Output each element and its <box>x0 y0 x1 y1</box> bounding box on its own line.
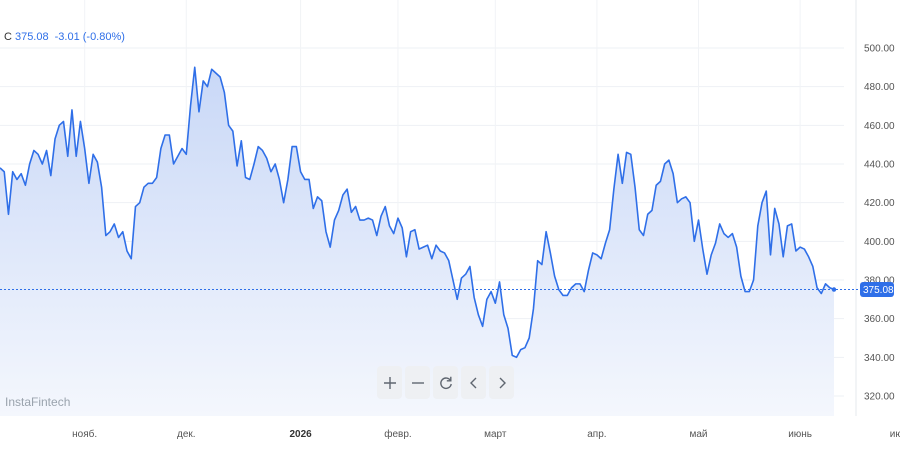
minus-icon <box>411 381 424 384</box>
x-tick-label: март <box>484 429 507 440</box>
y-tick-label: 320.00 <box>864 392 895 403</box>
refresh-icon <box>439 376 452 389</box>
last-price-badge: 375.08 <box>860 282 894 298</box>
y-tick-label: 440.00 <box>864 160 895 171</box>
plus-icon <box>383 376 396 389</box>
chart-toolbar <box>377 366 514 399</box>
y-axis: 500.00 480.00 460.00 440.00 420.00 400.00 380.… <box>864 44 895 403</box>
price-line <box>0 66 835 359</box>
x-tick-label: июнь <box>788 429 812 440</box>
zoom-out-button[interactable] <box>405 366 430 399</box>
ticker-symbol: C <box>4 31 12 43</box>
y-tick-label: 460.00 <box>864 121 895 132</box>
x-tick-label: май <box>690 429 708 440</box>
y-tick-label: 340.00 <box>864 353 895 364</box>
y-tick-label: 480.00 <box>864 82 895 93</box>
x-tick-label: апр. <box>587 429 606 440</box>
reset-button[interactable] <box>433 366 458 399</box>
zoom-in-button[interactable] <box>377 366 402 399</box>
legend-price: 375.08 <box>14 31 49 43</box>
x-tick-label: июль <box>890 429 900 440</box>
y-tick-label: 380.00 <box>864 276 895 287</box>
x-tick-label: нояб. <box>72 428 97 440</box>
scroll-right-button[interactable] <box>489 366 514 399</box>
y-tick-label: 500.00 <box>864 44 895 55</box>
chevron-left-icon <box>469 377 476 388</box>
x-tick-label: дек. <box>177 429 196 440</box>
last-price-dot <box>831 287 837 292</box>
chevron-right-icon <box>499 377 506 388</box>
last-price-badge-label: 375.08 <box>863 285 894 296</box>
x-tick-label: февр. <box>384 428 411 440</box>
y-tick-label: 360.00 <box>864 314 895 325</box>
scroll-left-button[interactable] <box>461 366 486 399</box>
watermark: InstaFintech <box>5 395 71 409</box>
x-tick-label: 2026 <box>289 429 312 440</box>
y-tick-label: 400.00 <box>864 237 895 248</box>
y-tick-label: 420.00 <box>864 198 895 209</box>
price-legend: C 375.08 -3.01 (-0.80%) <box>4 31 125 43</box>
legend-change: -3.01 (-0.80%) <box>54 31 125 43</box>
